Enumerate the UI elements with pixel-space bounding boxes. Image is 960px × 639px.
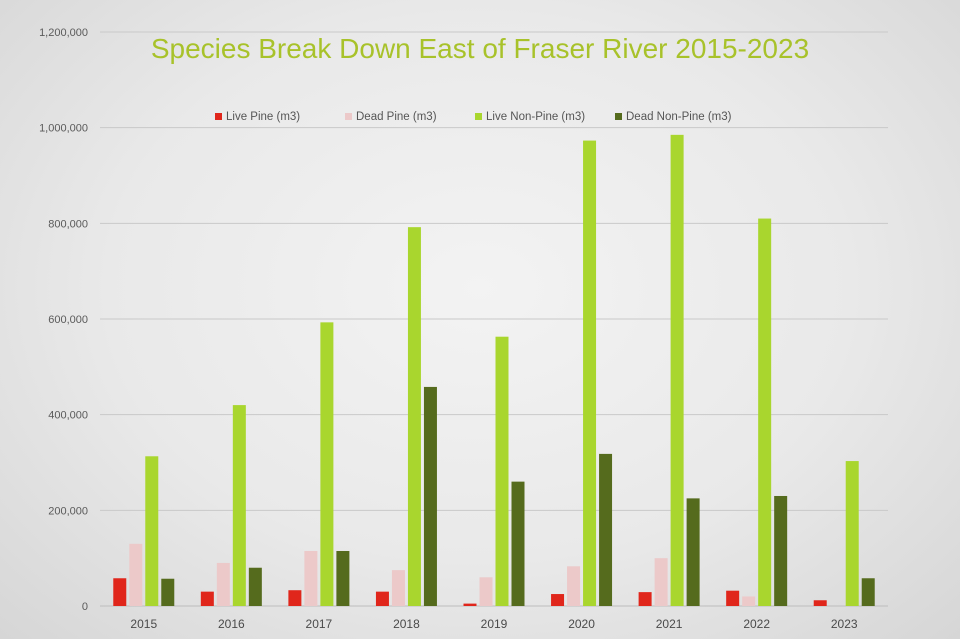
y-axis-tick-labels: 0 200,000 400,000 600,000 800,000 1,000,000 1,… — [39, 27, 88, 613]
bar-2018-series-0 — [375, 591, 389, 606]
bar-2022-series-3 — [774, 495, 788, 606]
y-tick-label: 200,000 — [48, 505, 88, 517]
bar-2019-series-3 — [511, 481, 525, 606]
bar-2021-series-0 — [638, 592, 652, 606]
bar-2015-series-0 — [113, 578, 127, 606]
legend-swatch — [615, 113, 622, 120]
y-tick-label: 400,000 — [48, 410, 88, 422]
x-tick-label: 2016 — [218, 617, 245, 631]
bar-2019-series-1 — [479, 577, 493, 606]
bar-2017-series-1 — [304, 550, 318, 606]
legend-label: Dead Non-Pine (m3) — [626, 111, 732, 123]
legend-swatch — [215, 113, 222, 120]
bar-2020-series-1 — [567, 566, 581, 606]
bar-2021-series-3 — [686, 498, 700, 606]
bar-2022-series-0 — [726, 590, 740, 606]
x-tick-label: 2020 — [568, 617, 595, 631]
bar-2019-series-0 — [463, 603, 477, 606]
x-tick-label: 2021 — [656, 617, 683, 631]
y-tick-label: 0 — [82, 601, 88, 613]
x-tick-label: 2015 — [130, 617, 157, 631]
bar-2022-series-2 — [758, 218, 772, 607]
bar-2018-series-1 — [391, 570, 405, 606]
bar-2018-series-3 — [423, 386, 437, 606]
legend: Live Pine (m3) Dead Pine (m3) Live Non-Pin… — [215, 111, 732, 123]
bar-2020-series-2 — [583, 140, 597, 606]
bar-2016-series-3 — [248, 567, 262, 606]
x-tick-label: 2023 — [831, 617, 858, 631]
bar-2021-series-2 — [670, 134, 684, 606]
bar-2020-series-3 — [599, 453, 613, 606]
bar-2022-series-1 — [742, 596, 756, 606]
bar-2019-series-2 — [495, 336, 509, 606]
legend-swatch — [345, 113, 352, 120]
bar-2015-series-3 — [161, 578, 175, 606]
y-tick-label: 1,000,000 — [39, 123, 88, 135]
x-tick-label: 2019 — [481, 617, 508, 631]
legend-swatch — [475, 113, 482, 120]
bar-2015-series-1 — [129, 543, 143, 606]
x-tick-label: 2018 — [393, 617, 420, 631]
legend-label: Live Pine (m3) — [226, 111, 300, 123]
chart-title: Species Break Down East of Fraser River … — [151, 33, 809, 64]
bars — [113, 134, 875, 607]
bar-2015-series-2 — [145, 456, 159, 606]
y-tick-label: 600,000 — [48, 314, 88, 326]
bar-2017-series-2 — [320, 322, 334, 606]
bar-2017-series-3 — [336, 550, 350, 606]
y-tick-label: 1,200,000 — [39, 27, 88, 39]
bar-2021-series-1 — [654, 558, 668, 606]
y-tick-label: 800,000 — [48, 218, 88, 230]
bar-2016-series-1 — [216, 562, 230, 606]
x-tick-label: 2017 — [306, 617, 333, 631]
bar-2023-series-2 — [845, 461, 859, 606]
bar-2017-series-0 — [288, 590, 302, 606]
bar-2020-series-0 — [551, 594, 565, 606]
bar-2023-series-0 — [813, 600, 827, 606]
bar-2023-series-3 — [861, 578, 875, 606]
x-axis-tick-labels: 2015 2016 2017 2018 2019 2020 2021 2022 2023 — [130, 617, 857, 631]
x-tick-label: 2022 — [743, 617, 770, 631]
legend-label: Live Non-Pine (m3) — [486, 111, 585, 123]
gridlines — [100, 31, 888, 607]
bar-2016-series-0 — [200, 591, 214, 606]
legend-label: Dead Pine (m3) — [356, 111, 437, 123]
bar-2016-series-2 — [232, 405, 246, 606]
bar-2018-series-2 — [407, 227, 421, 606]
